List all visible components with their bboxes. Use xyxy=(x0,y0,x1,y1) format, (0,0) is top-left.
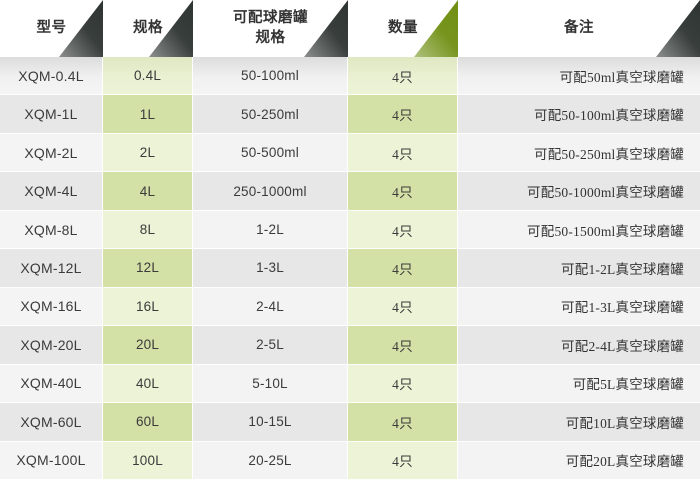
cell-remark: 可配1-2L真空球磨罐 xyxy=(458,249,700,288)
cell-model: XQM-8L xyxy=(0,210,103,250)
cell-jar: 50-100ml xyxy=(193,57,348,96)
cell-remark: 可配20L真空球磨罐 xyxy=(458,441,700,480)
column-header-label-qty: 数量 xyxy=(388,19,418,36)
cell-spec: 8L xyxy=(103,210,193,250)
cell-model: XQM-100L xyxy=(0,441,103,480)
cell-remark: 可配50-250ml真空球磨罐 xyxy=(458,133,700,173)
column-header-model[interactable]: 型号 xyxy=(0,0,103,57)
cell-jar: 2-4L xyxy=(193,287,348,327)
cell-remark: 可配5L真空球磨罐 xyxy=(458,364,700,404)
table-row[interactable]: XQM-0.4L 0.4L 50-100ml 4只 可配50ml真空球磨罐 xyxy=(0,57,700,96)
cell-remark: 可配50-1500ml真空球磨罐 xyxy=(458,210,700,250)
table-row[interactable]: XQM-2L 2L 50-500ml 4只 可配50-250ml真空球磨罐 xyxy=(0,133,700,173)
column-header-label-jar: 可配球磨罐 规格 xyxy=(233,9,308,48)
cell-spec: 0.4L xyxy=(103,57,193,96)
column-header-label-jar-line2: 规格 xyxy=(255,29,286,46)
cell-spec: 1L xyxy=(103,95,193,134)
cell-qty: 4只 xyxy=(348,249,458,288)
cell-remark: 可配50-1000ml真空球磨罐 xyxy=(458,172,700,211)
column-header-remark[interactable]: 备注 xyxy=(458,0,700,57)
cell-qty: 4只 xyxy=(348,287,458,327)
cell-model: XQM-2L xyxy=(0,133,103,173)
cell-spec: 4L xyxy=(103,172,193,211)
cell-qty: 4只 xyxy=(348,441,458,480)
corner-dark-icon xyxy=(304,0,348,57)
cell-model: XQM-0.4L xyxy=(0,57,103,96)
cell-qty: 4只 xyxy=(348,364,458,404)
table-row[interactable]: XQM-12L 12L 1-3L 4只 可配1-2L真空球磨罐 xyxy=(0,249,700,288)
column-header-label-model: 型号 xyxy=(36,19,67,36)
column-header-label-spec: 规格 xyxy=(133,19,163,36)
table-row[interactable]: XQM-8L 8L 1-2L 4只 可配50-1500ml真空球磨罐 xyxy=(0,210,700,250)
cell-jar: 1-2L xyxy=(193,210,348,250)
cell-jar: 250-1000ml xyxy=(193,172,348,211)
cell-remark: 可配10L真空球磨罐 xyxy=(458,403,700,442)
cell-model: XQM-40L xyxy=(0,364,103,404)
corner-green-icon xyxy=(414,0,458,57)
cell-model: XQM-4L xyxy=(0,172,103,211)
table-row[interactable]: XQM-40L 40L 5-10L 4只 可配5L真空球磨罐 xyxy=(0,364,700,404)
table-row[interactable]: XQM-4L 4L 250-1000ml 4只 可配50-1000ml真空球磨罐 xyxy=(0,172,700,211)
cell-spec: 40L xyxy=(103,364,193,404)
column-header-qty[interactable]: 数量 xyxy=(348,0,458,57)
table-row[interactable]: XQM-20L 20L 2-5L 4只 可配2-4L真空球磨罐 xyxy=(0,326,700,365)
cell-spec: 2L xyxy=(103,133,193,173)
column-header-label-remark: 备注 xyxy=(564,19,594,36)
cell-remark: 可配50-100ml真空球磨罐 xyxy=(458,95,700,134)
cell-qty: 4只 xyxy=(348,95,458,134)
cell-jar: 2-5L xyxy=(193,326,348,365)
cell-spec: 12L xyxy=(103,249,193,288)
cell-remark: 可配1-3L真空球磨罐 xyxy=(458,287,700,327)
table-row[interactable]: XQM-16L 16L 2-4L 4只 可配1-3L真空球磨罐 xyxy=(0,287,700,327)
column-header-spec[interactable]: 规格 xyxy=(103,0,193,57)
column-header-jar[interactable]: 可配球磨罐 规格 xyxy=(193,0,348,57)
table-row[interactable]: XQM-1L 1L 50-250ml 4只 可配50-100ml真空球磨罐 xyxy=(0,95,700,134)
cell-model: XQM-16L xyxy=(0,287,103,327)
cell-remark: 可配50ml真空球磨罐 xyxy=(458,57,700,96)
cell-qty: 4只 xyxy=(348,210,458,250)
cell-spec: 16L xyxy=(103,287,193,327)
table-header-row: 型号 规格 可配球磨罐 规格 数量 备注 xyxy=(0,0,700,57)
table-row[interactable]: XQM-60L 60L 10-15L 4只 可配10L真空球磨罐 xyxy=(0,403,700,442)
table-row[interactable]: XQM-100L 100L 20-25L 4只 可配20L真空球磨罐 xyxy=(0,441,700,480)
cell-qty: 4只 xyxy=(348,172,458,211)
cell-qty: 4只 xyxy=(348,326,458,365)
cell-qty: 4只 xyxy=(348,133,458,173)
cell-model: XQM-20L xyxy=(0,326,103,365)
cell-jar: 50-500ml xyxy=(193,133,348,173)
cell-spec: 100L xyxy=(103,441,193,480)
cell-model: XQM-1L xyxy=(0,95,103,134)
cell-remark: 可配2-4L真空球磨罐 xyxy=(458,326,700,365)
cell-qty: 4只 xyxy=(348,57,458,96)
cell-jar: 20-25L xyxy=(193,441,348,480)
cell-spec: 20L xyxy=(103,326,193,365)
cell-jar: 10-15L xyxy=(193,403,348,442)
cell-model: XQM-12L xyxy=(0,249,103,288)
cell-jar: 5-10L xyxy=(193,364,348,404)
cell-model: XQM-60L xyxy=(0,403,103,442)
cell-jar: 1-3L xyxy=(193,249,348,288)
cell-jar: 50-250ml xyxy=(193,95,348,134)
cell-spec: 60L xyxy=(103,403,193,442)
cell-qty: 4只 xyxy=(348,403,458,442)
table-body: XQM-0.4L 0.4L 50-100ml 4只 可配50ml真空球磨罐 XQM-1L 1… xyxy=(0,57,700,480)
corner-dark-icon xyxy=(656,0,700,57)
column-header-label-jar-line1: 可配球磨罐 xyxy=(233,9,308,26)
